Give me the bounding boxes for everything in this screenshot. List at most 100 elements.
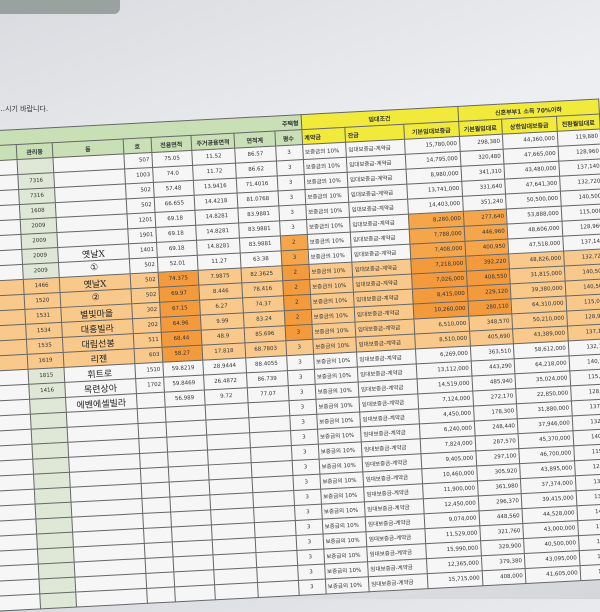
table-cell: 3 xyxy=(291,459,320,476)
table-cell xyxy=(137,407,166,424)
table-cell: 3 xyxy=(297,564,325,581)
table-cell: 2 xyxy=(282,279,311,296)
table-cell: 1901 xyxy=(127,227,157,244)
notice-text: …시기 바랍니다. xyxy=(0,105,49,113)
table-cell: 3 xyxy=(290,444,319,461)
table-cell xyxy=(143,526,172,544)
table-cell: 502 xyxy=(130,287,160,304)
handwritten-note: 대흥빌라 xyxy=(80,323,115,336)
table-cell: 132,720 xyxy=(571,413,600,431)
table-cell xyxy=(146,586,176,604)
table-cell: 3 xyxy=(275,144,303,162)
handwritten-note: ① xyxy=(89,262,99,274)
table-cell: 15,715,000 xyxy=(427,570,483,589)
table-cell: 137,140 xyxy=(578,548,600,566)
table-body: 507 75.05 11.52 86.57 3 보증금의 10% 임대보증금-계약금 15,7… xyxy=(0,128,600,612)
table-cell: 3 xyxy=(276,174,305,191)
table-cell: 3 xyxy=(297,579,326,596)
table-cell: 3 xyxy=(289,414,318,431)
table-cell: 2 xyxy=(283,309,312,326)
table-cell: 511 xyxy=(133,332,162,349)
handwritten-note: 별빛마을 xyxy=(79,308,114,321)
table-cell: 3 xyxy=(278,204,307,221)
table-cell: 603 xyxy=(133,347,163,364)
table-cell xyxy=(257,580,299,598)
table-cell: 3 xyxy=(276,159,304,176)
table-cell: 140,500 xyxy=(572,428,600,446)
table-cell: 보증금의 10% xyxy=(324,576,370,594)
table-cell: 128,960 xyxy=(578,533,600,551)
table-cell: 502 xyxy=(125,182,154,199)
table-cell: 140,500 xyxy=(564,278,600,297)
handwritten-note: 옛날X xyxy=(83,279,107,291)
table-cell: 3 xyxy=(287,384,316,401)
table-cell xyxy=(140,467,169,484)
table-cell xyxy=(136,392,165,409)
table-cell xyxy=(141,482,170,499)
table-cell: 502 xyxy=(126,197,155,214)
handwritten-note: ② xyxy=(91,292,101,304)
rental-table: 주택형 임대조건 신혼부부1 소득 70%이하 관리동 동 호 전용면적 주거공용면적 면… xyxy=(0,99,600,612)
table-cell xyxy=(214,582,259,600)
table-cell xyxy=(137,422,167,439)
table-cell: 128,960 xyxy=(574,458,600,476)
table-cell: 140,500 xyxy=(568,353,600,371)
table-cell: 2 xyxy=(279,234,308,251)
table-cell: 202 xyxy=(132,317,161,334)
table-cell: 3 xyxy=(290,429,318,446)
handwritten-note: 목련상아 xyxy=(83,383,118,396)
table-cell: 115,000 xyxy=(569,368,600,386)
table-cell: 3 xyxy=(293,489,322,506)
table-cell: 3 xyxy=(295,534,324,551)
table-cell: 115,000 xyxy=(573,443,600,461)
table-cell: 1510 xyxy=(134,362,164,379)
column-header: 평수 xyxy=(274,129,303,147)
table-cell: 137,140 xyxy=(571,398,600,416)
table-cell xyxy=(138,437,168,454)
handwritten-note: 대림선봉 xyxy=(81,338,115,351)
table-cell xyxy=(145,571,175,589)
table-cell: 3 xyxy=(285,339,314,356)
table-cell: 115,000 xyxy=(577,518,600,536)
table-cell: 132,720 xyxy=(579,563,600,581)
table-cell: 3 xyxy=(296,549,325,566)
table-cell: 408,000 xyxy=(481,568,526,586)
table-cell: 3 xyxy=(292,474,321,491)
spreadsheet-printout: 주택형 임대조건 신혼부부1 소득 70%이하 관리동 동 호 전용면적 주거공용면적 면… xyxy=(0,99,600,612)
table-cell: 502 xyxy=(129,257,158,274)
table-cell: 2 xyxy=(281,264,310,281)
table-cell: 3 xyxy=(287,369,315,386)
table-cell: 1401 xyxy=(128,242,157,259)
table-cell xyxy=(0,593,41,612)
table-cell xyxy=(139,452,168,469)
table-cell: 302 xyxy=(131,302,161,319)
table-cell: 115,000 xyxy=(565,293,600,312)
table-cell: 임대보증금-계약금 xyxy=(368,573,428,592)
table-cell: 137,140 xyxy=(567,323,600,341)
table-cell: 3 xyxy=(288,399,317,416)
handwritten-note: 옛날X xyxy=(81,249,106,261)
table-cell: 1702 xyxy=(135,377,165,394)
table-cell: 3 xyxy=(294,504,322,521)
table-cell: 132,720 xyxy=(575,488,600,506)
table-cell: 3 xyxy=(284,324,313,341)
table-cell: 128,960 xyxy=(570,383,600,401)
table-cell xyxy=(144,541,173,559)
table-cell xyxy=(75,588,148,608)
table-cell: 128,960 xyxy=(566,308,600,326)
table-cell xyxy=(142,512,172,529)
table-cell xyxy=(144,556,174,574)
handwritten-note: 리젠 xyxy=(90,354,108,365)
table-cell: 1201 xyxy=(126,212,156,229)
table-cell: 137,140 xyxy=(575,473,600,491)
background-object xyxy=(0,0,120,14)
table-cell: 2 xyxy=(283,294,311,311)
table-cell: 41,605,000 xyxy=(524,565,581,584)
table-cell: 3 xyxy=(279,219,307,236)
table-cell: 140,500 xyxy=(576,503,600,521)
table-cell: 3 xyxy=(286,354,314,371)
handwritten-note: 휘트로 xyxy=(87,368,113,381)
table-cell: 1003 xyxy=(124,167,154,184)
column-header: 호 xyxy=(122,137,152,154)
table-cell: 3 xyxy=(280,249,309,266)
